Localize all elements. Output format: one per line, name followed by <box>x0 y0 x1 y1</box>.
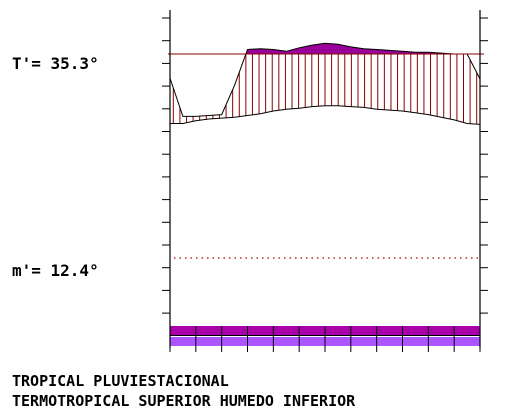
caption-line-1: TROPICAL PLUVIESTACIONAL <box>12 372 229 390</box>
annotation-min-temp: m'= 12.4° <box>12 261 99 280</box>
lower-curve <box>170 105 481 125</box>
upper-curve <box>169 42 481 117</box>
reference-line-layer <box>168 53 484 259</box>
curve-layer <box>169 42 481 125</box>
axis-layer <box>162 10 488 352</box>
annotation-max-temp: T'= 35.3° <box>12 54 99 73</box>
hatch-layer <box>172 54 478 125</box>
caption-line-2: TERMOTROPICAL SUPERIOR HUMEDO INFERIOR <box>12 392 356 410</box>
